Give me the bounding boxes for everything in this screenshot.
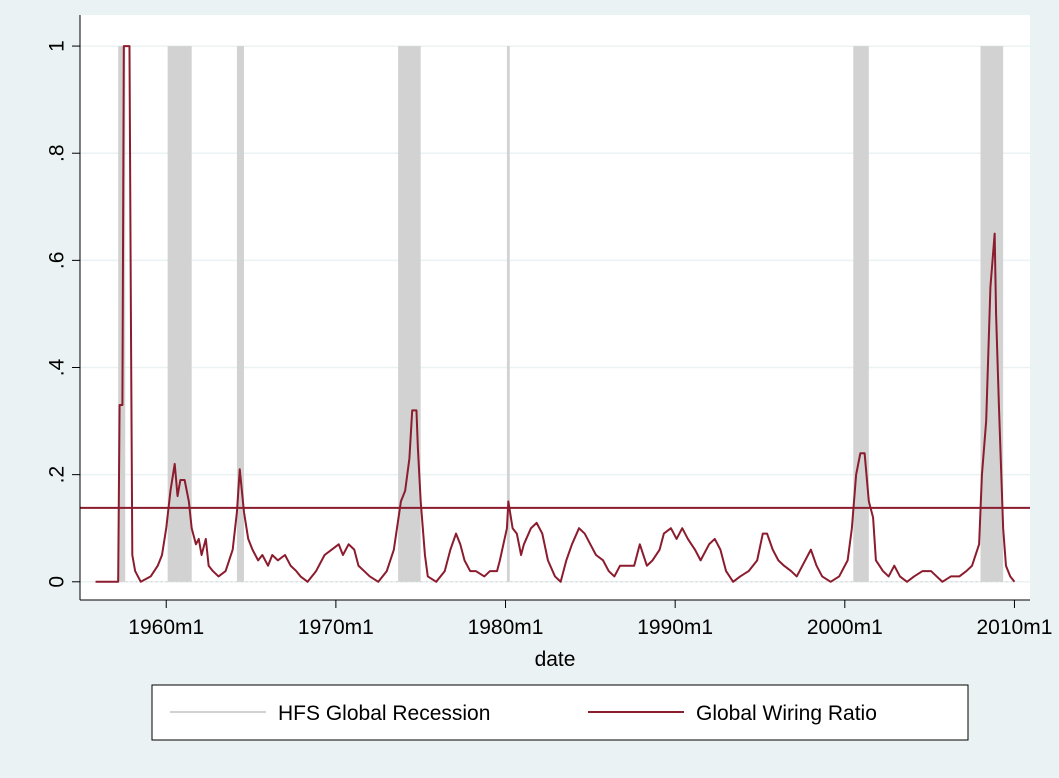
y-tick-label: .8 [46, 144, 69, 162]
x-tick-label: 2010m1 [977, 616, 1053, 639]
x-tick-label: 1990m1 [637, 616, 713, 639]
recession-band [398, 46, 421, 582]
x-tick-label: 1960m1 [128, 616, 204, 639]
series-line [95, 45, 1016, 583]
y-tick-label: 0 [46, 576, 69, 588]
recession-band [506, 46, 510, 582]
legend [151, 684, 969, 741]
x-axis-label: date [535, 648, 576, 671]
recession-band [236, 46, 244, 582]
x-tick-label: 2000m1 [807, 616, 883, 639]
x-tick-label: 1980m1 [468, 616, 544, 639]
recession-band [853, 46, 869, 582]
y-tick-label: 1 [46, 40, 69, 52]
y-tick-label: .6 [46, 252, 69, 270]
legend-label: HFS Global Recession [278, 702, 490, 725]
legend-label: Global Wiring Ratio [696, 702, 877, 725]
y-tick-label: .2 [46, 466, 69, 484]
y-tick-label: .4 [46, 358, 69, 376]
plot-area [80, 15, 1030, 600]
recession-band [980, 46, 1004, 582]
x-tick-label: 1970m1 [298, 616, 374, 639]
recession-band [118, 46, 126, 582]
